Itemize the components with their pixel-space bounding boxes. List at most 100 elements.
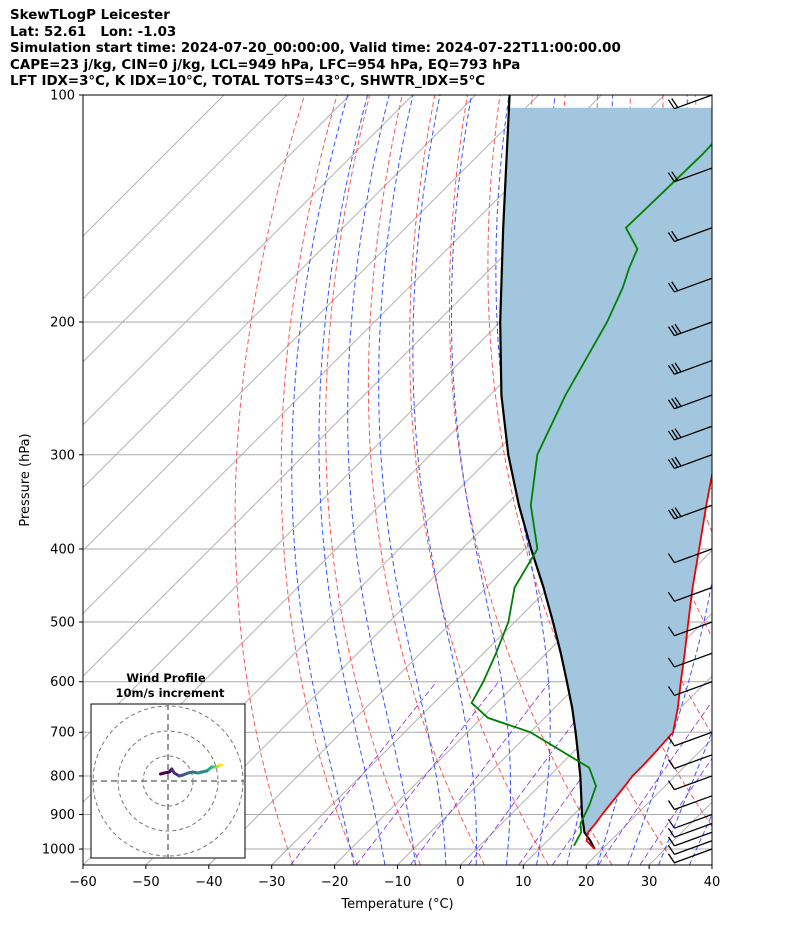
parcel-path-line (499, 95, 596, 850)
chart-title: SkewTLogP Leicester (10, 8, 170, 23)
wind-barb-flag (667, 99, 675, 110)
wind-barb-flag (667, 657, 675, 668)
dry-adiabat-line (409, 95, 549, 865)
wind-barb-shaft (674, 277, 713, 293)
wind-barb-flag (671, 429, 679, 440)
wind-barb-flag (667, 827, 675, 838)
wind-barb-shaft (674, 167, 713, 183)
mixing-ratio-line (290, 681, 437, 865)
wind-barb-shaft (674, 548, 713, 564)
wind-barb-flag (667, 430, 675, 441)
x-tick-label: −50 (132, 875, 159, 890)
wind-barb-flag (667, 845, 675, 855)
dewpoint-line (470, 142, 712, 847)
wind-barb-shaft (674, 94, 713, 110)
wind-barb-flag (667, 626, 675, 637)
wind-barb-shaft (674, 621, 713, 637)
y-tick-label: 200 (50, 315, 75, 330)
wind-barbs (667, 94, 713, 864)
y-tick-label: 500 (50, 616, 75, 631)
dry-adiabat-line (280, 95, 358, 865)
mixing-ratio-line (639, 757, 712, 865)
x-tick-label: 30 (641, 875, 658, 890)
wind-barb-flag (667, 836, 675, 847)
moist-adiabat-line (291, 95, 355, 865)
wind-barb-flag (674, 323, 682, 334)
index-info: LFT IDX=3°C, K IDX=10°C, TOTAL TOTS=43°C… (10, 74, 486, 90)
wind-barb-flag (671, 398, 679, 408)
wind-barb-shaft (674, 731, 713, 747)
mixing-ratio-lines (290, 681, 712, 865)
mixing-ratio-line (410, 681, 550, 865)
cape-area (500, 107, 712, 834)
dry-adiabat-line (728, 95, 794, 865)
moist-adiabat-line (318, 95, 386, 865)
y-tick-label: 700 (50, 726, 75, 741)
x-axis-label: Temperature (°C) (340, 897, 453, 912)
wind-barb-flag (671, 508, 679, 519)
isotherm-line (334, 486, 712, 865)
wind-barb-flag (671, 325, 679, 335)
location-info: Lat: 52.61 Lon: -1.03 (10, 24, 177, 40)
wind-barb-flag (667, 853, 675, 864)
isotherm-line (83, 95, 288, 300)
wind-barb-flag (667, 686, 675, 696)
y-tick-label: 1000 (42, 843, 75, 858)
wind-barb-shaft (674, 652, 713, 668)
wind-barb-flag (667, 282, 675, 293)
x-tick-label: 10 (515, 875, 532, 890)
y-tick-label: 300 (50, 448, 75, 463)
y-tick-label: 600 (50, 675, 75, 690)
isotherm-line (83, 95, 414, 426)
hodograph-body (91, 704, 245, 858)
wind-barb-shaft (674, 681, 713, 697)
wind-barb-flag (667, 780, 675, 790)
profiles (470, 95, 712, 850)
isotherm-line (397, 549, 712, 865)
y-tick-label: 800 (50, 769, 75, 784)
wind-barb-flag (667, 364, 675, 375)
wind-barb-flag (674, 428, 682, 438)
wind-barb-shaft (674, 227, 713, 243)
moist-adiabat-line (347, 95, 416, 865)
x-tick-label: −30 (258, 875, 285, 890)
time-info: Simulation start time: 2024-07-20_00:00:… (10, 41, 621, 57)
y-tick-label: 400 (50, 542, 75, 557)
wind-barb-shaft (674, 822, 713, 838)
mixing-ratio-line (468, 681, 605, 865)
wind-barb-flag (671, 230, 679, 241)
wind-barb-flag (671, 171, 679, 181)
temperature-line (585, 470, 712, 850)
wind-barb-flag (674, 507, 682, 517)
cape-info: CAPE=23 j/kg, CIN=0 j/kg, LCL=949 hPa, L… (10, 57, 521, 73)
x-tick-label: 40 (704, 875, 721, 890)
y-tick-label: 900 (50, 808, 75, 823)
wind-barb-shaft (674, 831, 713, 847)
wind-barb-flag (667, 818, 675, 829)
hodograph-subtitle: 10m/s increment (116, 686, 225, 700)
wind-barb-flag (671, 363, 679, 374)
wind-barb-shaft (674, 754, 713, 770)
moist-adiabat-line (720, 95, 794, 865)
hodograph-ring (117, 730, 219, 832)
wind-barb-flag (671, 281, 679, 292)
dry-adiabat-line (234, 95, 305, 865)
wind-barb-shaft (674, 813, 713, 829)
wind-barb-flag (667, 591, 675, 602)
dry-adiabat-line (367, 95, 485, 865)
cape-shading (500, 107, 712, 834)
x-tick-label: 20 (578, 875, 595, 890)
wind-barb-flag (674, 396, 682, 407)
mixing-ratio-line (598, 700, 712, 865)
y-tick-label: 100 (50, 89, 75, 104)
wind-barb-shaft (674, 848, 713, 864)
wind-barb-flag (667, 459, 675, 469)
wind-barb-flag (667, 800, 675, 810)
x-tick-label: −20 (321, 875, 348, 890)
isotherm-line (83, 95, 602, 615)
isotherm-line (83, 95, 539, 552)
chart-header: SkewTLogP Leicester Lat: 52.61 Lon: -1.0… (10, 8, 790, 91)
